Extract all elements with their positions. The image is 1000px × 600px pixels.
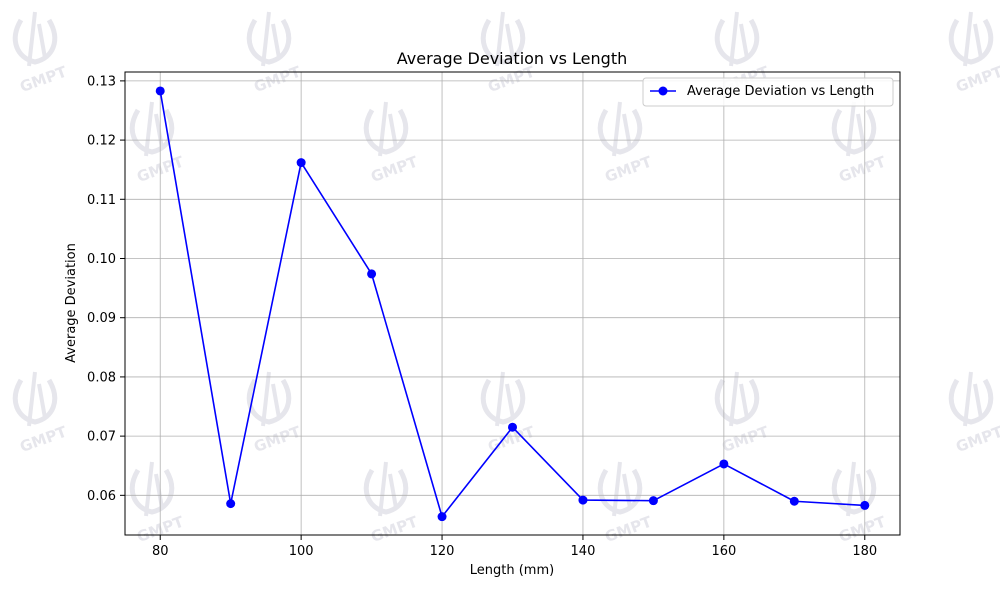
- watermark-logo: GMPT: [12, 371, 70, 456]
- data-point: [155, 86, 165, 96]
- data-point: [719, 459, 729, 469]
- data-point: [367, 269, 377, 279]
- y-tick-label: 0.09: [87, 311, 116, 326]
- data-point: [437, 512, 447, 522]
- data-point: [789, 496, 799, 506]
- x-tick-label: 100: [289, 544, 314, 559]
- grid-lines: [125, 72, 900, 535]
- data-point: [296, 158, 306, 168]
- x-tick-label: 140: [571, 544, 596, 559]
- y-tick-label: 0.10: [87, 252, 116, 267]
- x-axis-title: Length (mm): [470, 563, 554, 578]
- y-axis-title: Average Deviation: [64, 243, 79, 363]
- watermark-logo: GMPT: [948, 371, 1000, 456]
- y-tick-label: 0.08: [87, 370, 116, 385]
- legend-box: [642, 77, 894, 107]
- x-tick-label: 160: [711, 544, 736, 559]
- y-tick-label: 0.11: [87, 193, 116, 208]
- x-tick-label: 80: [152, 544, 169, 559]
- plot-area: [125, 72, 900, 535]
- x-axis-ticks: 80 100 120 140 160 180: [152, 535, 877, 559]
- y-tick-label: 0.06: [87, 489, 116, 504]
- y-axis-ticks: 0.06 0.07 0.08 0.09 0.10 0.11 0.12 0.13: [87, 74, 125, 504]
- y-tick-label: 0.13: [87, 74, 116, 89]
- data-point: [860, 500, 870, 510]
- watermark-text: GMPT: [17, 62, 69, 96]
- y-tick-label: 0.12: [87, 134, 116, 149]
- legend: Average Deviation vs Length: [642, 77, 894, 107]
- data-point: [578, 495, 588, 505]
- data-point: [226, 499, 236, 509]
- watermark-text: GMPT: [953, 62, 1000, 96]
- x-tick-label: 180: [852, 544, 877, 559]
- watermark-text: GMPT: [17, 422, 69, 456]
- watermark-logo: GMPT: [12, 11, 70, 96]
- legend-label: Average Deviation vs Length: [687, 84, 874, 99]
- data-point: [508, 422, 517, 432]
- watermark-text: GMPT: [953, 422, 1000, 456]
- y-tick-label: 0.07: [87, 430, 116, 445]
- chart-title: Average Deviation vs Length: [397, 49, 627, 68]
- x-tick-label: 120: [430, 544, 455, 559]
- plot-frame: [124, 71, 901, 536]
- data-point: [648, 496, 658, 506]
- legend-marker-sample: [658, 86, 668, 96]
- series-layer: [155, 86, 870, 522]
- watermark-logo: GMPT: [948, 11, 1000, 96]
